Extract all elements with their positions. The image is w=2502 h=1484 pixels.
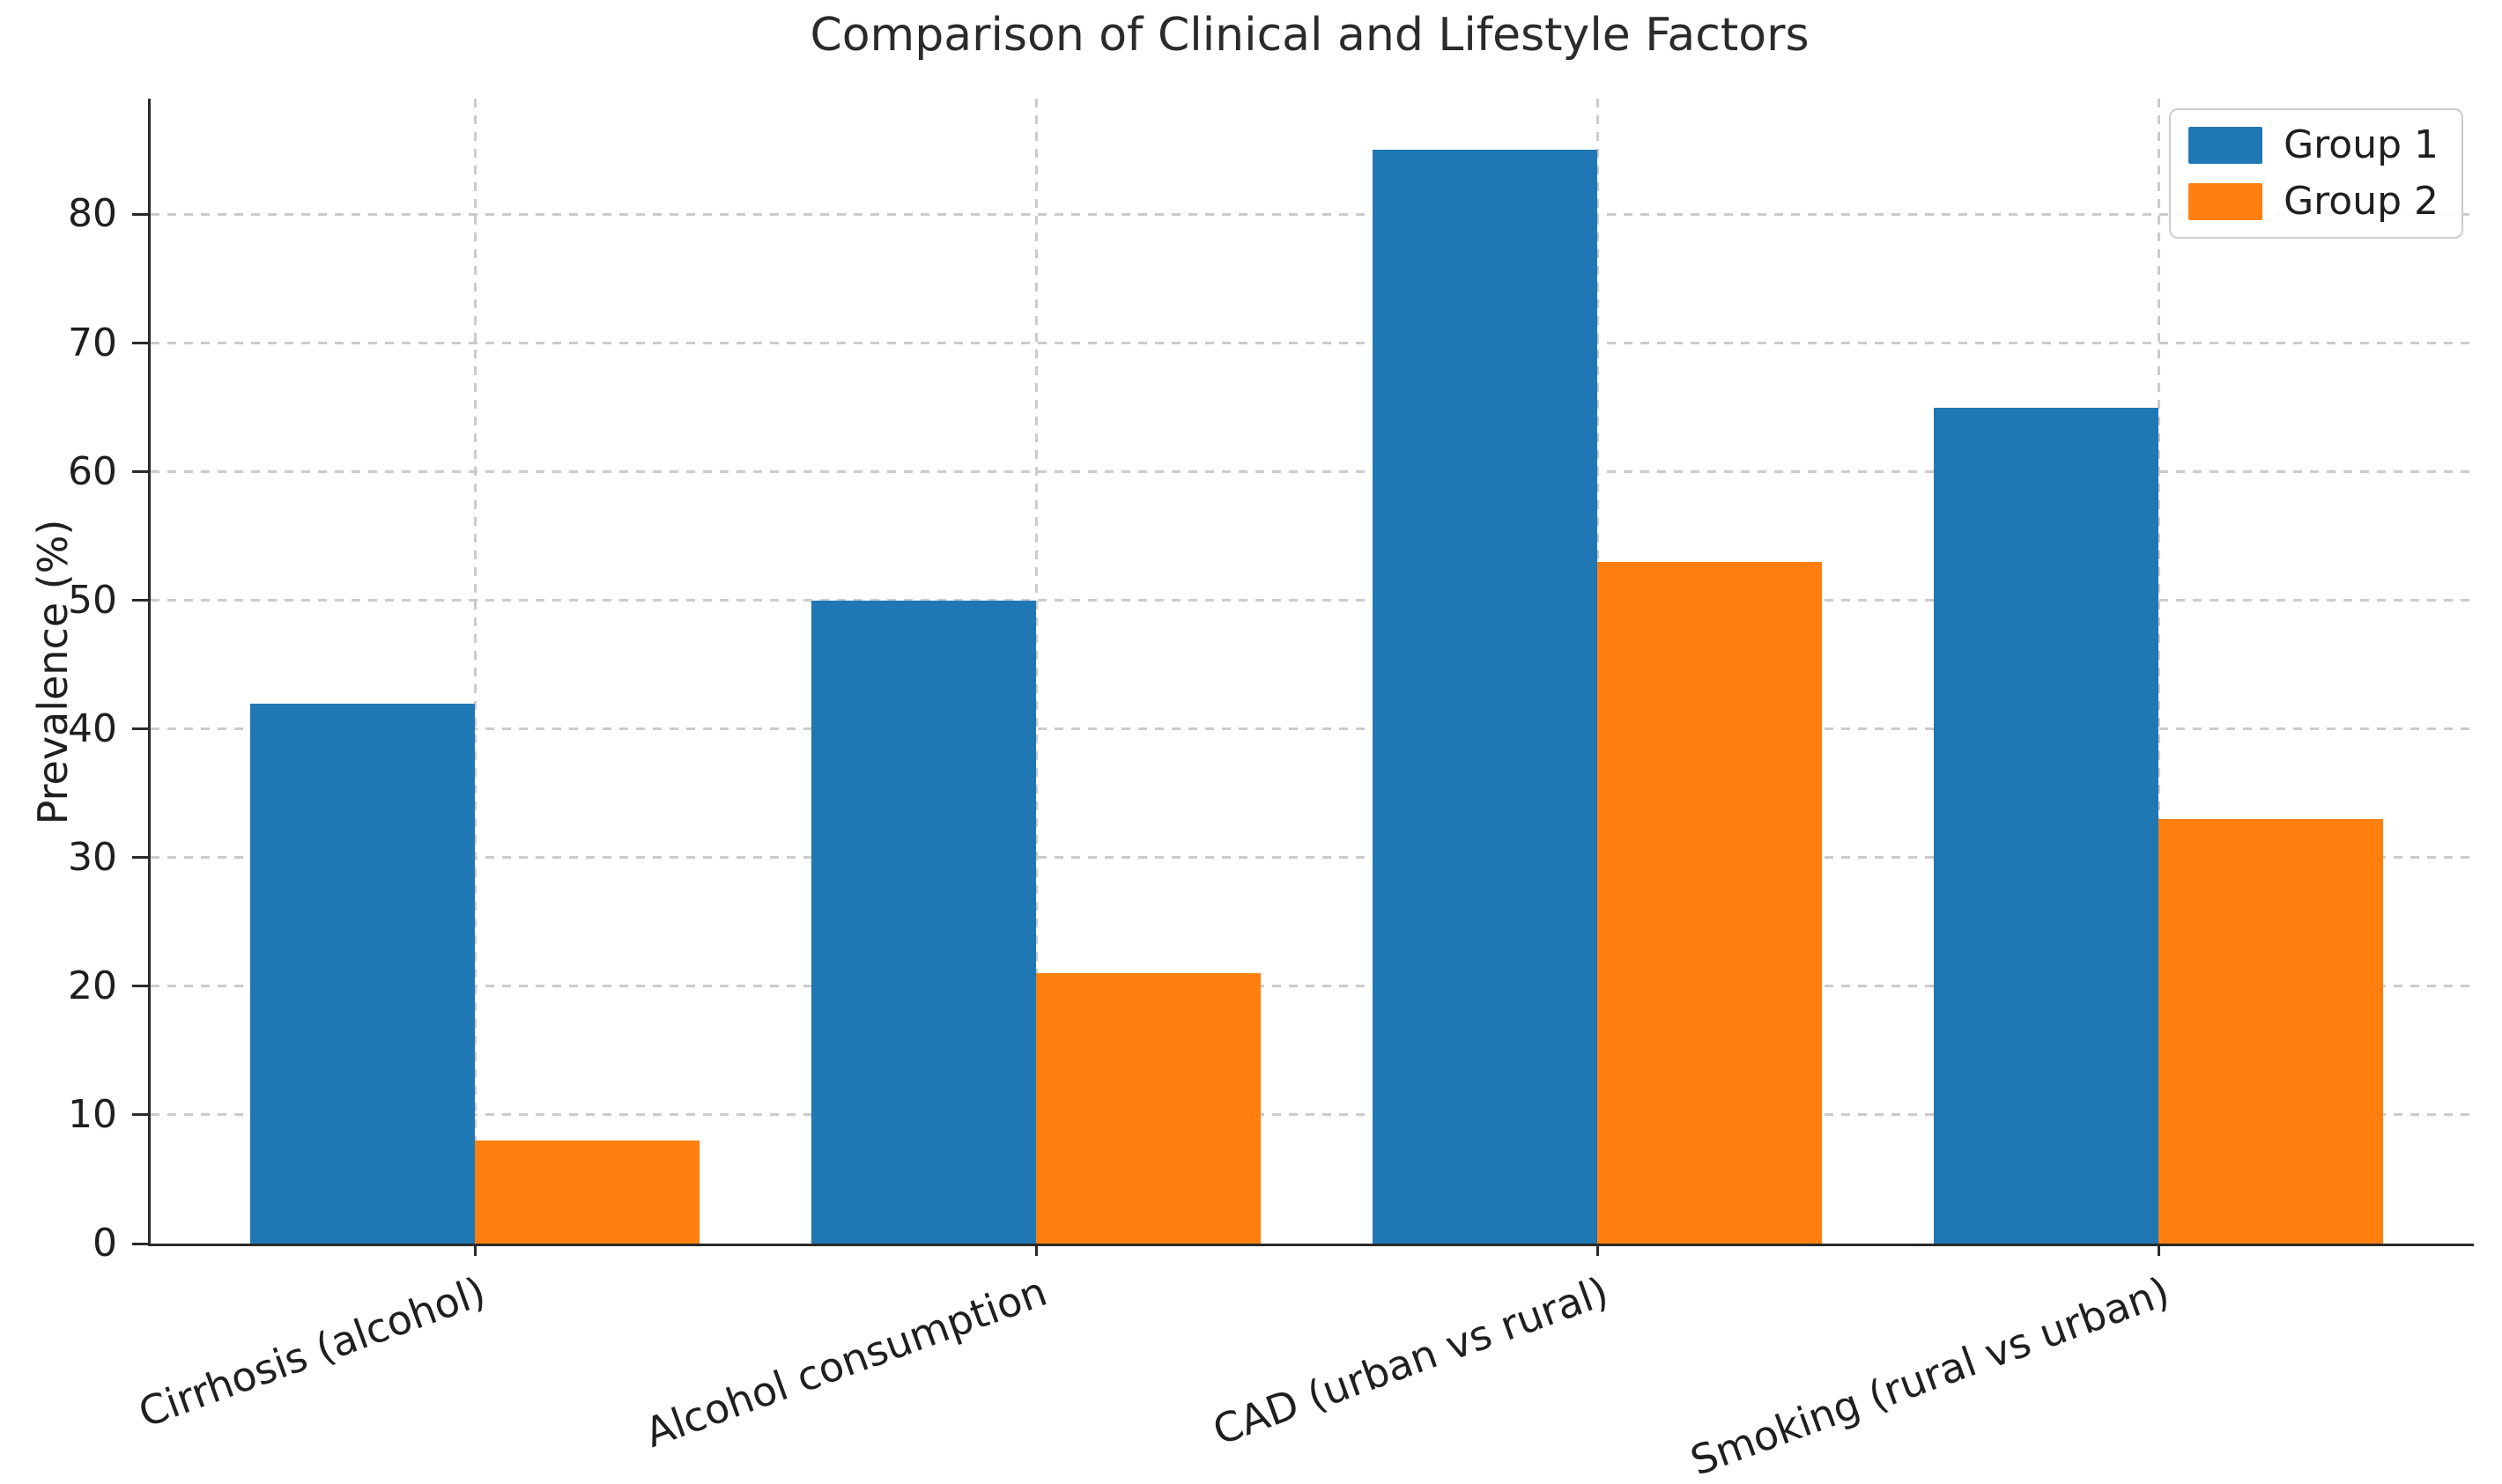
bar-group-2 [1036, 973, 1261, 1244]
legend-item: Group 1 [2188, 124, 2439, 166]
bars-layer [151, 99, 2474, 1244]
legend: Group 1 Group 2 [2169, 108, 2463, 239]
bar-group-1 [1934, 407, 2159, 1244]
y-tick-label: 10 [68, 1091, 117, 1137]
y-tick-label: 30 [68, 834, 117, 880]
legend-label: Group 2 [2284, 179, 2439, 224]
x-gridline [473, 99, 477, 1244]
y-gridline [151, 727, 2474, 731]
y-tick-mark [132, 470, 148, 474]
y-tick-mark [132, 212, 148, 216]
x-tick-label: Cirrhosis (alcohol) [132, 1266, 492, 1437]
grid-layer [151, 99, 2474, 1244]
y-axis-label: Prevalence (%) [29, 519, 77, 825]
bar-group-2 [1597, 561, 1822, 1244]
legend-item: Group 2 [2188, 181, 2439, 223]
legend-label: Group 1 [2284, 122, 2439, 167]
y-tick-mark [132, 342, 148, 345]
y-tick-label: 0 [93, 1221, 117, 1266]
y-tick-mark [132, 856, 148, 860]
axis-layer: 0 10 20 30 40 50 60 70 80 Cirrhosis (alcohol) Alco… [68, 99, 2474, 1484]
bar-group-1 [811, 600, 1037, 1244]
chart-title: Comparison of Clinical and Lifestyle Fac… [810, 9, 1810, 62]
y-gridline [151, 1113, 2474, 1117]
y-tick-label: 40 [68, 705, 117, 751]
x-tick-label: CAD (urban vs rural) [1206, 1266, 1614, 1455]
y-tick-label: 50 [68, 577, 117, 623]
legend-swatch [2188, 183, 2263, 220]
y-tick-label: 20 [68, 963, 117, 1008]
y-tick-mark [132, 1242, 148, 1245]
y-gridline [151, 985, 2474, 988]
bar-group-2 [2158, 818, 2383, 1244]
y-gridline [151, 212, 2474, 216]
y-tick-label: 80 [68, 191, 117, 237]
x-tick-label: Alcohol consumption [639, 1266, 1053, 1457]
x-tick-mark [2157, 1244, 2160, 1256]
y-tick-mark [132, 1113, 148, 1117]
y-gridline [151, 470, 2474, 474]
bar-group-1 [1373, 150, 1598, 1244]
y-tick-label: 70 [68, 320, 117, 365]
y-gridline [151, 342, 2474, 345]
y-tick-label: 60 [68, 448, 117, 494]
x-tick-mark [1595, 1244, 1599, 1256]
y-tick-mark [132, 727, 148, 731]
x-gridline [2157, 99, 2160, 1244]
x-tick-mark [1034, 1244, 1038, 1256]
legend-swatch [2188, 127, 2263, 164]
x-tick-mark [473, 1244, 477, 1256]
bar-group-1 [250, 703, 476, 1244]
y-gridline [151, 599, 2474, 602]
x-tick-label: Smoking (rural vs urban) [1684, 1266, 2175, 1484]
y-tick-mark [132, 599, 148, 602]
y-gridline [151, 856, 2474, 860]
bar-group-2 [475, 1141, 700, 1244]
plot-area: 0 10 20 30 40 50 60 70 80 Cirrhosis (alcohol) Alco… [68, 99, 2474, 1484]
y-tick-mark [132, 985, 148, 988]
x-gridline [1034, 99, 1038, 1244]
